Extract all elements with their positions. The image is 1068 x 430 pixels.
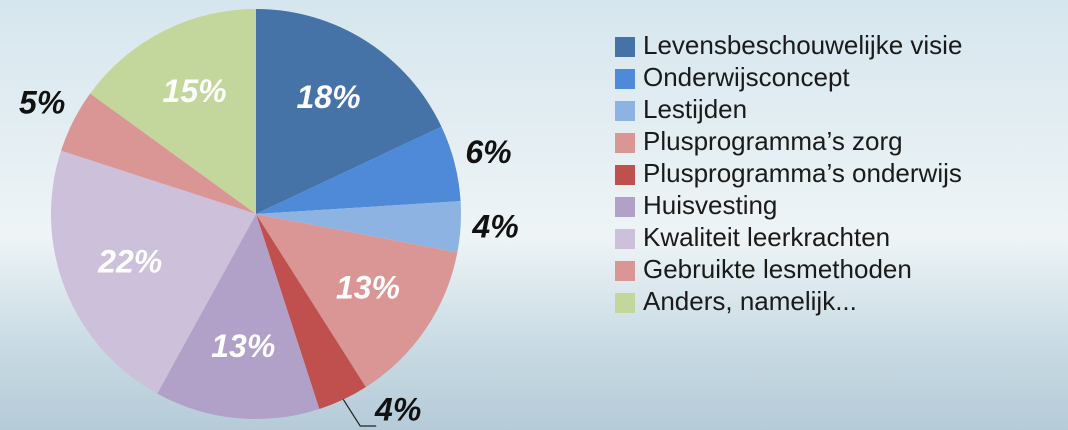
legend-swatch bbox=[615, 261, 635, 281]
data-label: 13% bbox=[211, 328, 275, 364]
legend-label: Huisvesting bbox=[643, 190, 777, 220]
legend-label: Levensbeschouwelijke visie bbox=[643, 30, 962, 60]
page: 18% Levensbeschouwelijke visie 6% Onderwijs… bbox=[0, 0, 1068, 430]
legend-swatch bbox=[615, 133, 635, 153]
legend-label: Onderwijsconcept bbox=[643, 62, 850, 92]
data-label: 13% bbox=[336, 270, 400, 306]
legend-swatch bbox=[615, 293, 635, 313]
data-label: 4% bbox=[471, 209, 518, 245]
legend-label: Anders, namelijk... bbox=[643, 286, 857, 316]
legend-label: Kwaliteit leerkrachten bbox=[643, 222, 890, 252]
data-label: 4% bbox=[374, 391, 421, 427]
legend-swatch bbox=[615, 101, 635, 121]
legend-label: Lestijden bbox=[643, 94, 747, 124]
legend-label: Gebruikte lesmethoden bbox=[643, 254, 912, 284]
data-label: 6% bbox=[465, 134, 511, 170]
legend-label: Plusprogramma’s onderwijs bbox=[643, 158, 962, 188]
legend-swatch bbox=[615, 69, 635, 89]
legend-label: Plusprogramma’s zorg bbox=[643, 126, 903, 156]
legend-swatch bbox=[615, 197, 635, 217]
data-label: 18% bbox=[296, 79, 360, 115]
chart: 18% Levensbeschouwelijke visie 6% Onderwijs… bbox=[0, 0, 1068, 430]
data-label: 15% bbox=[163, 73, 227, 109]
legend-swatch bbox=[615, 229, 635, 249]
legend-swatch bbox=[615, 165, 635, 185]
legend-swatch bbox=[615, 37, 635, 57]
data-label: 5% bbox=[19, 84, 65, 120]
data-label: 22% bbox=[97, 243, 162, 279]
